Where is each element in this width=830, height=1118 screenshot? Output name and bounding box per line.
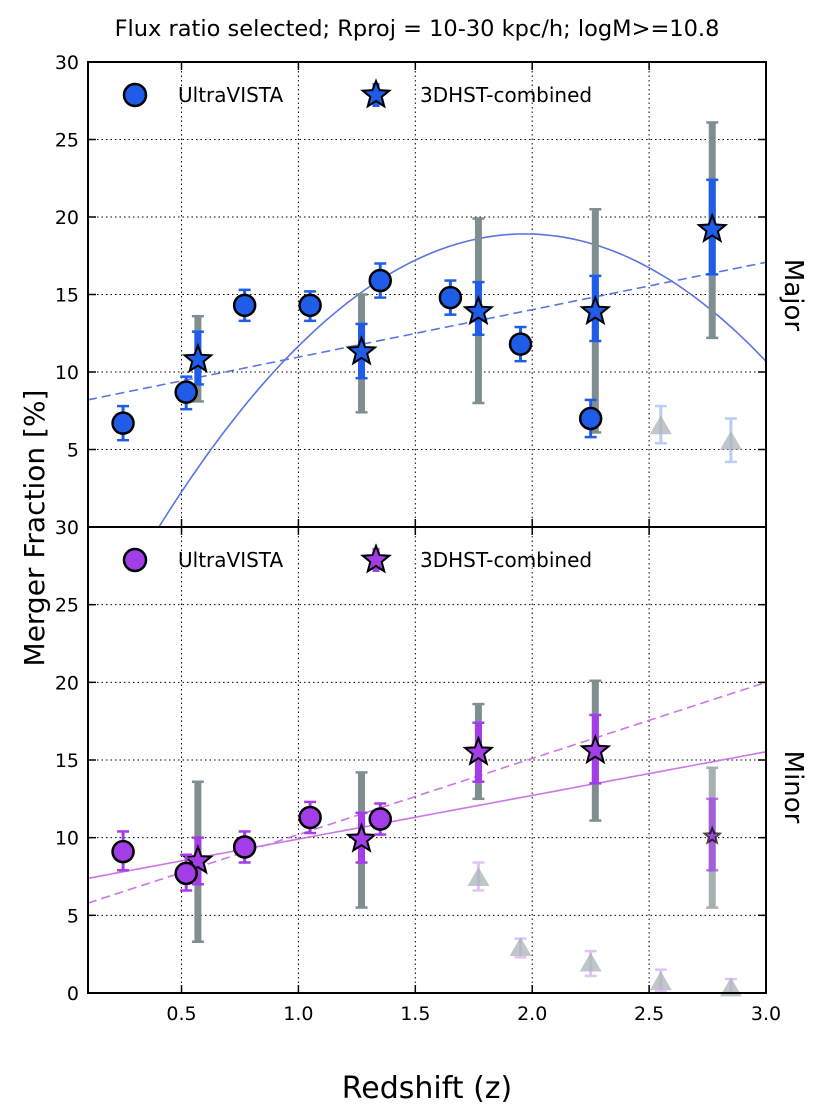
major-circle-point: [111, 411, 135, 435]
minor-legend-star-marker: [360, 543, 392, 574]
minor-ytick-label: 20: [55, 672, 79, 694]
minor-xtick-label: 2.0: [517, 1003, 547, 1025]
major-legend-label-ultravista: UltraVISTA: [178, 83, 283, 107]
major-panel: 5 10 15 20 25 30 UltraVISTA 3DHST-combined: [55, 52, 767, 528]
minor-star-point: [462, 735, 495, 766]
major-circle-point: [578, 406, 603, 431]
major-legend-circle-marker: [122, 82, 148, 108]
minor-ytick-label: 30: [55, 517, 79, 539]
minor-star-point: [181, 844, 214, 875]
major-ytick-label: 10: [55, 362, 79, 384]
major-ytick-label: 20: [55, 207, 79, 229]
minor-star-point: [579, 733, 612, 765]
minor-panel-label: Minor: [778, 751, 808, 824]
x-axis-label: Redshift (z): [342, 1071, 512, 1106]
minor-points: [111, 679, 742, 997]
major-legend: UltraVISTA 3DHST-combined: [122, 78, 592, 109]
minor-grid: [88, 527, 766, 993]
major-ytick-label: 30: [55, 52, 79, 74]
minor-star-point: [345, 822, 378, 853]
minor-circle-point: [232, 835, 257, 859]
major-grid: [88, 62, 766, 527]
minor-legend-label-ultravista: UltraVISTA: [178, 548, 283, 572]
minor-xtick-label: 1.0: [283, 1003, 313, 1025]
major-fit-solid: [157, 233, 766, 527]
major-points: [111, 121, 742, 464]
major-fit-dashed: [88, 261, 766, 401]
minor-ytick-label: 10: [55, 828, 79, 850]
minor-ytick-label: 25: [55, 595, 79, 617]
minor-faded-triangle-point: [579, 952, 602, 972]
major-star-point: [696, 212, 729, 243]
minor-ytick-label: 0: [67, 983, 79, 1005]
major-panel-label: Major: [778, 259, 808, 331]
major-circle-point: [508, 332, 533, 356]
minor-circle-point: [174, 861, 198, 886]
minor-xtick-label: 0.5: [166, 1003, 196, 1025]
minor-circle-point: [298, 805, 322, 830]
minor-legend: UltraVISTA 3DHST-combined: [122, 543, 592, 574]
minor-faded-triangle-point: [467, 867, 490, 887]
major-faded-triangle-point: [649, 415, 672, 435]
y-axis-label: Merger Fraction [%]: [18, 390, 51, 667]
minor-xtick-label: 3.0: [751, 1003, 781, 1025]
major-legend-label-3dhst: 3DHST-combined: [420, 83, 592, 107]
major-star-point: [462, 294, 495, 326]
minor-legend-label-3dhst: 3DHST-combined: [420, 548, 592, 572]
major-circle-point: [368, 268, 392, 293]
minor-faded-triangle-point: [719, 977, 742, 997]
major-ticks: 5 10 15 20 25 30: [55, 52, 767, 527]
minor-panel: 0 5 10 15 20 25 30 0.5 1.0 1.5 2.0 2.5 3.0 UltraVISTA…: [55, 517, 781, 1025]
minor-star-point: [702, 825, 723, 845]
major-circle-point: [438, 285, 463, 310]
chart-title: Flux ratio selected; Rproj = 10-30 kpc/h…: [115, 16, 720, 42]
major-ytick-label: 25: [55, 130, 79, 152]
minor-circle-point: [111, 839, 135, 864]
minor-ytick-label: 15: [55, 750, 79, 772]
minor-legend-circle-marker: [122, 547, 148, 573]
minor-circle-point: [368, 807, 392, 831]
major-ytick-label: 15: [55, 285, 79, 307]
major-star-point: [579, 294, 612, 326]
minor-ticks: 0 5 10 15 20 25 30 0.5 1.0 1.5 2.0 2.5 3.0: [55, 517, 781, 1025]
major-star-point: [181, 342, 214, 374]
major-circle-point: [174, 380, 198, 404]
minor-faded-triangle-point: [649, 971, 672, 991]
major-circle-point: [232, 293, 257, 318]
minor-faded-triangle-point: [509, 936, 532, 956]
major-circle-point: [298, 293, 322, 318]
minor-xtick-label: 2.5: [634, 1003, 664, 1025]
major-ytick-label: 5: [67, 440, 79, 462]
major-faded-triangle-point: [719, 430, 742, 450]
minor-xtick-label: 1.5: [400, 1003, 430, 1025]
major-legend-star-marker: [360, 78, 392, 109]
major-star-point: [345, 335, 378, 366]
minor-ytick-label: 5: [67, 905, 79, 927]
